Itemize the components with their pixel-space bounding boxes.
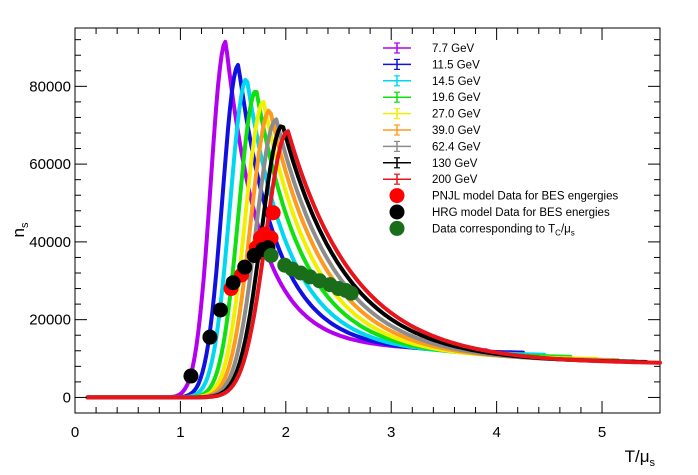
x-tick-label: 4 [492, 424, 500, 441]
x-axis-title-main: T/μ [625, 447, 650, 466]
series-line-200-gev [85, 129, 662, 400]
x-tick-label: 5 [598, 424, 606, 441]
legend: 7.7 GeV 11.5 GeV 14.5 GeV 19.6 GeV 27.0 GeV 3… [383, 42, 618, 237]
axis-ticks: 0 1 2 3 4 5 0 20000 40000 60000 80000 [29, 28, 660, 441]
hrg-point [225, 275, 241, 291]
x-tick-label: 3 [387, 424, 395, 441]
legend-label: 130 GeV [432, 158, 478, 170]
legend-label: Data corresponding to TC/μs [432, 223, 575, 237]
pnjl-point [265, 205, 281, 221]
legend-label: 62.4 GeV [432, 141, 481, 153]
legend-marker-swatch [389, 188, 405, 204]
legend-label: PNJL model Data for BES engergies [432, 191, 618, 203]
tc-point [263, 248, 279, 263]
hrg-point [202, 329, 218, 345]
legend-label: HRG model Data for BES energies [432, 207, 610, 219]
legend-label: 27.0 GeV [432, 109, 481, 121]
y-tick-label: 20000 [29, 312, 71, 329]
legend-label: 200 GeV [432, 174, 478, 186]
series-curves [85, 39, 662, 400]
tc-point [343, 285, 359, 301]
legend-label: 14.5 GeV [432, 76, 481, 88]
hrg-point [183, 368, 199, 384]
x-axis-title-sub: s [650, 457, 656, 469]
x-tick-label: 0 [71, 424, 79, 441]
legend-label: 19.6 GeV [432, 92, 481, 104]
y-axis-title-main: n [9, 228, 28, 237]
hrg-point [237, 259, 253, 275]
plot-area [74, 27, 661, 414]
x-axis-title: T/μs [625, 447, 656, 469]
y-tick-label: 60000 [29, 156, 71, 173]
marker-points [183, 205, 359, 384]
hrg-point [212, 302, 228, 318]
legend-marker-swatch [389, 204, 405, 220]
x-tick-label: 1 [176, 424, 184, 441]
legend-label: 39.0 GeV [432, 125, 481, 137]
legend-label: 11.5 GeV [432, 59, 480, 71]
y-tick-label: 0 [63, 389, 71, 406]
y-axis-title: ns [9, 222, 31, 237]
legend-marker-swatch [389, 220, 405, 236]
y-axis-title-sub: s [19, 222, 31, 228]
legend-label: 7.7 GeV [432, 43, 475, 55]
x-tick-label: 2 [282, 424, 290, 441]
y-tick-label: 40000 [29, 234, 71, 251]
y-tick-label: 80000 [29, 78, 71, 95]
